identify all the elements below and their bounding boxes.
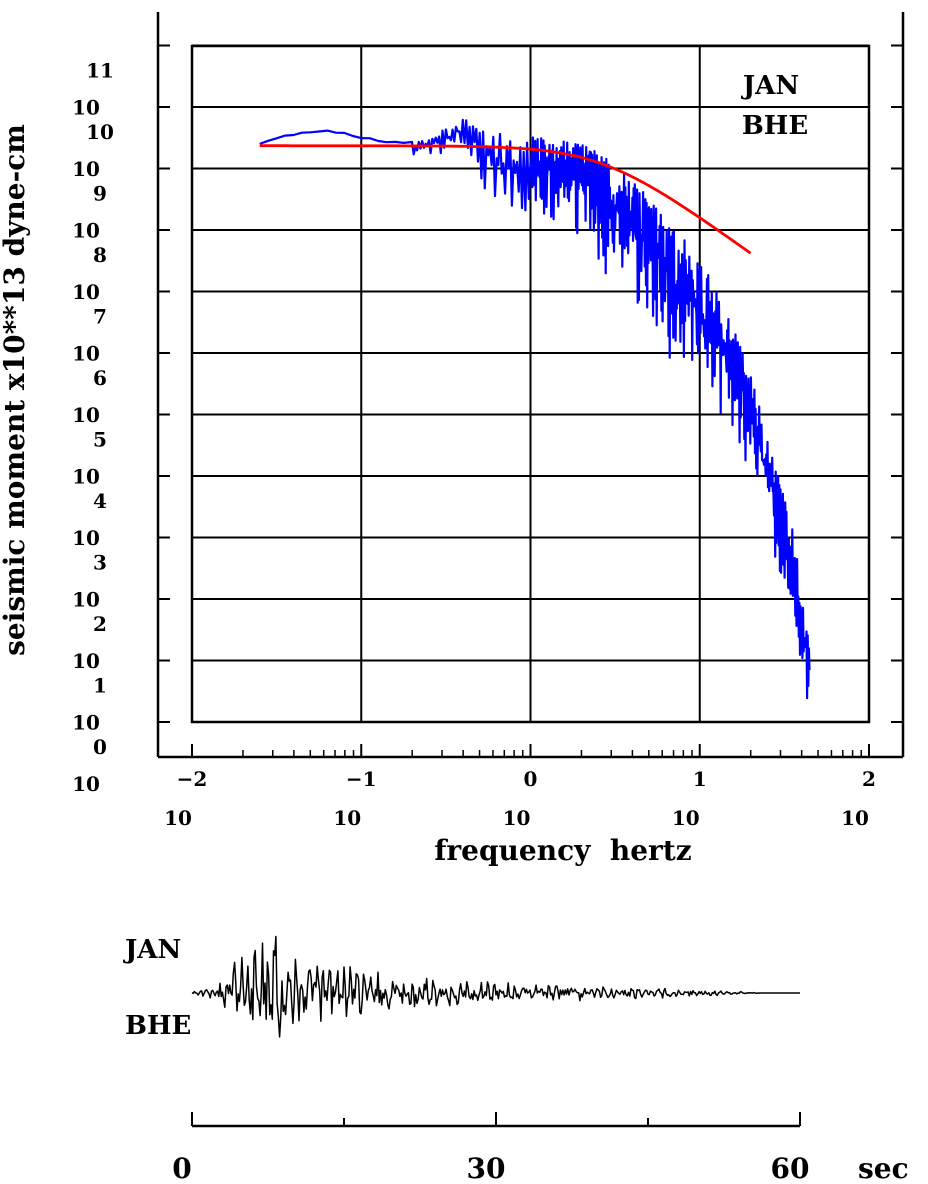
y-tick-base: 10 xyxy=(72,157,100,181)
y-tick-base: 10 xyxy=(72,588,100,612)
spectrum-station-label: JAN xyxy=(741,71,799,101)
y-tick-base: 10 xyxy=(72,403,100,427)
model-fit-line xyxy=(259,144,752,255)
y-tick-exponent: 3 xyxy=(93,551,107,575)
spectrum-y-axis-label: seismic moment x10**13 dyne-cm xyxy=(0,124,31,656)
observed-spectrum-line xyxy=(259,118,811,700)
x-tick-base: 10 xyxy=(841,806,869,830)
seismogram-trace-line xyxy=(191,935,800,1038)
spectrum-component-label: BHE xyxy=(742,111,808,141)
y-tick-base: 10 xyxy=(72,342,100,366)
x-tick-exponent: 0 xyxy=(524,767,538,791)
time-axis-unit-label: sec xyxy=(858,1152,909,1184)
y-tick-base: 10 xyxy=(72,280,100,304)
y-tick-exponent: 7 xyxy=(93,305,107,329)
x-tick-base: 10 xyxy=(672,806,700,830)
y-tick-base: 10 xyxy=(72,649,100,673)
y-tick-exponent: 0 xyxy=(93,735,107,759)
x-tick-exponent: 2 xyxy=(862,767,876,791)
y-tick-exponent: 10 xyxy=(86,120,114,144)
y-tick-base: 10 xyxy=(72,465,100,489)
seismogram-plot: JAN BHE 0 30 60 sec xyxy=(123,935,909,1184)
y-tick-exponent: 1 xyxy=(93,674,107,698)
x-tick-exponent: −1 xyxy=(346,767,377,791)
x-tick-base: 10 xyxy=(164,806,192,830)
y-tick-base: 10 xyxy=(72,526,100,550)
time-tick-label: 0 xyxy=(172,1152,191,1184)
y-tick-exponent: 9 xyxy=(93,182,107,206)
y-tick-base: 10 xyxy=(72,772,100,796)
x-tick-base: 10 xyxy=(333,806,361,830)
y-tick-exponent: 5 xyxy=(93,428,107,452)
spectrum-x-axis-label: frequency hertz xyxy=(434,834,691,867)
y-tick-base: 10 xyxy=(72,711,100,735)
y-tick-exponent: 4 xyxy=(93,489,107,513)
spectrum-x-tick-labels: −2 10 −1 10 0 10 1 10 2 10 xyxy=(164,767,876,830)
x-tick-base: 10 xyxy=(503,806,531,830)
spectrum-plot-frame xyxy=(190,44,871,724)
y-tick-exponent: 8 xyxy=(93,243,107,267)
y-tick-exponent: 2 xyxy=(93,612,107,636)
time-axis: 0 30 60 xyxy=(172,1112,809,1184)
y-tick-base: 10 xyxy=(72,219,100,243)
time-tick-label: 30 xyxy=(467,1152,506,1184)
x-tick-exponent: −2 xyxy=(177,767,208,791)
y-tick-base: 10 xyxy=(72,96,100,120)
spectrum-axis-frame xyxy=(156,12,905,759)
y-tick-exponent: 11 xyxy=(86,59,114,83)
x-tick-exponent: 1 xyxy=(693,767,707,791)
trace-station-label: JAN xyxy=(123,935,181,965)
time-tick-label: 60 xyxy=(771,1152,810,1184)
y-tick-exponent: 6 xyxy=(93,366,107,390)
trace-component-label: BHE xyxy=(125,1011,191,1041)
